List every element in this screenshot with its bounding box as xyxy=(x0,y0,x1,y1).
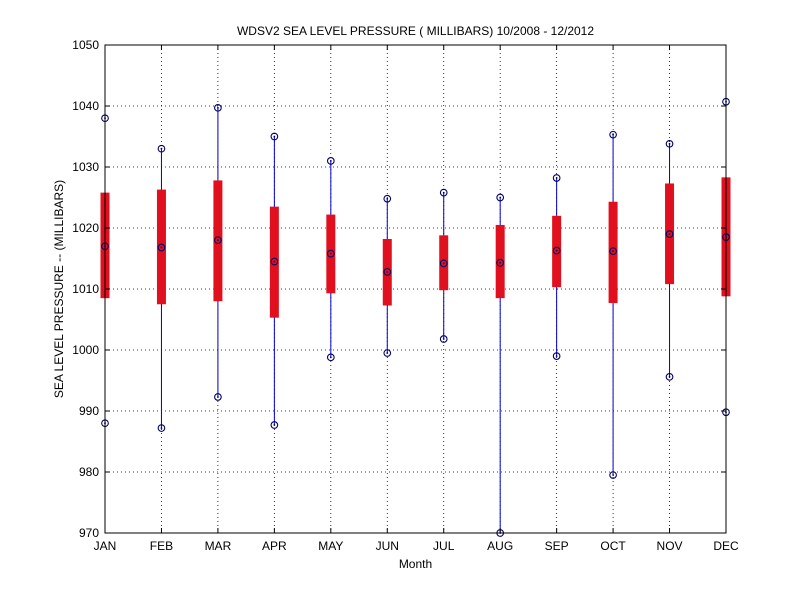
max-marker-dot xyxy=(386,197,389,200)
median-marker-dot xyxy=(160,246,163,249)
x-tick-label: MAR xyxy=(205,539,232,553)
chart-title: WDSV2 SEA LEVEL PRESSURE ( MILLIBARS) 10… xyxy=(237,24,594,38)
max-marker-dot xyxy=(160,147,163,150)
iqr-box xyxy=(552,215,562,288)
median-marker xyxy=(270,257,279,266)
median-marker-dot xyxy=(499,261,502,264)
max-marker xyxy=(326,157,335,165)
min-marker xyxy=(157,424,166,432)
min-marker xyxy=(326,353,335,362)
box-jul xyxy=(439,188,449,343)
median-marker-dot xyxy=(329,252,332,255)
plot-area xyxy=(105,45,726,533)
min-marker-dot xyxy=(442,338,445,340)
x-tick-label: JAN xyxy=(94,539,117,553)
max-marker-dot xyxy=(499,196,502,199)
x-tick-label: NOV xyxy=(657,539,683,553)
median-marker-dot xyxy=(612,250,614,253)
median-marker xyxy=(326,249,335,258)
min-marker-dot xyxy=(273,424,276,426)
median-marker-dot xyxy=(668,233,671,236)
max-marker xyxy=(157,144,166,153)
max-marker-dot xyxy=(273,135,276,138)
min-marker-dot xyxy=(668,375,671,378)
median-marker xyxy=(609,247,617,256)
min-marker xyxy=(270,421,279,429)
x-tick-label: JUL xyxy=(433,539,455,553)
y-tick-label: 1030 xyxy=(72,160,99,174)
x-tick-label: JUN xyxy=(376,539,399,553)
median-marker xyxy=(383,268,392,276)
y-tick-label: 990 xyxy=(79,404,99,418)
box-feb xyxy=(156,144,166,432)
x-tick-label: AUG xyxy=(487,539,513,553)
x-axis-label: Month xyxy=(399,557,432,571)
y-tick-label: 970 xyxy=(79,526,99,540)
x-tick-label: DEC xyxy=(713,539,739,553)
y-tick-label: 1010 xyxy=(72,282,99,296)
max-marker-dot xyxy=(668,142,671,145)
box-oct xyxy=(608,130,618,479)
box-jun xyxy=(382,194,392,357)
max-marker-dot xyxy=(555,177,558,179)
min-marker xyxy=(665,372,674,381)
median-marker-dot xyxy=(217,239,219,242)
ticks: 970 980 990 1000 1010 1020 1030 1040 1050 JAN FEB M… xyxy=(72,38,739,553)
box-sep xyxy=(552,174,562,360)
y-tick-label: 1040 xyxy=(72,99,99,113)
x-tick-label: APR xyxy=(262,539,287,553)
x-tick-label: OCT xyxy=(600,539,626,553)
max-marker xyxy=(552,174,561,182)
min-marker xyxy=(609,471,617,479)
max-marker xyxy=(496,193,505,202)
min-marker-dot xyxy=(329,356,332,359)
median-marker-dot xyxy=(273,260,276,263)
min-marker xyxy=(383,349,392,357)
y-tick-label: 1000 xyxy=(72,343,99,357)
median-marker xyxy=(552,246,561,255)
iqr-box xyxy=(608,201,618,304)
box-apr xyxy=(269,132,279,429)
x-tick-label: SEP xyxy=(545,539,569,553)
box-nov xyxy=(665,139,675,381)
min-marker xyxy=(439,335,448,343)
median-marker-dot xyxy=(555,249,558,252)
min-marker-dot xyxy=(555,355,558,357)
y-tick-label: 980 xyxy=(79,465,99,479)
max-marker xyxy=(383,194,392,203)
max-marker xyxy=(439,188,448,197)
box-mar xyxy=(213,103,223,401)
median-marker xyxy=(496,258,505,267)
max-marker xyxy=(214,103,222,112)
max-marker-dot xyxy=(329,160,332,162)
max-marker xyxy=(665,139,674,148)
min-marker xyxy=(214,393,222,401)
y-tick-label: 1020 xyxy=(72,221,99,235)
median-marker xyxy=(214,236,222,245)
box-may xyxy=(326,157,336,362)
median-marker xyxy=(665,230,674,238)
x-tick-label: FEB xyxy=(150,539,173,553)
min-marker-dot xyxy=(386,352,389,354)
max-marker-dot xyxy=(217,106,219,109)
median-marker xyxy=(439,259,448,268)
y-tick-label: 1050 xyxy=(72,38,99,52)
min-marker-dot xyxy=(160,427,163,429)
median-marker-dot xyxy=(386,271,389,273)
min-marker-dot xyxy=(612,474,614,476)
max-marker-dot xyxy=(612,133,614,136)
max-marker xyxy=(609,130,617,139)
max-marker xyxy=(270,132,279,141)
median-marker xyxy=(157,243,166,252)
iqr-box xyxy=(495,224,505,299)
y-axis-label: SEA LEVEL PRESSURE -- (MILLIBARS) xyxy=(52,180,66,398)
min-marker xyxy=(552,352,561,360)
max-marker-dot xyxy=(442,191,445,194)
min-marker-dot xyxy=(217,396,219,398)
median-marker-dot xyxy=(442,262,445,265)
x-tick-label: MAY xyxy=(318,539,343,553)
